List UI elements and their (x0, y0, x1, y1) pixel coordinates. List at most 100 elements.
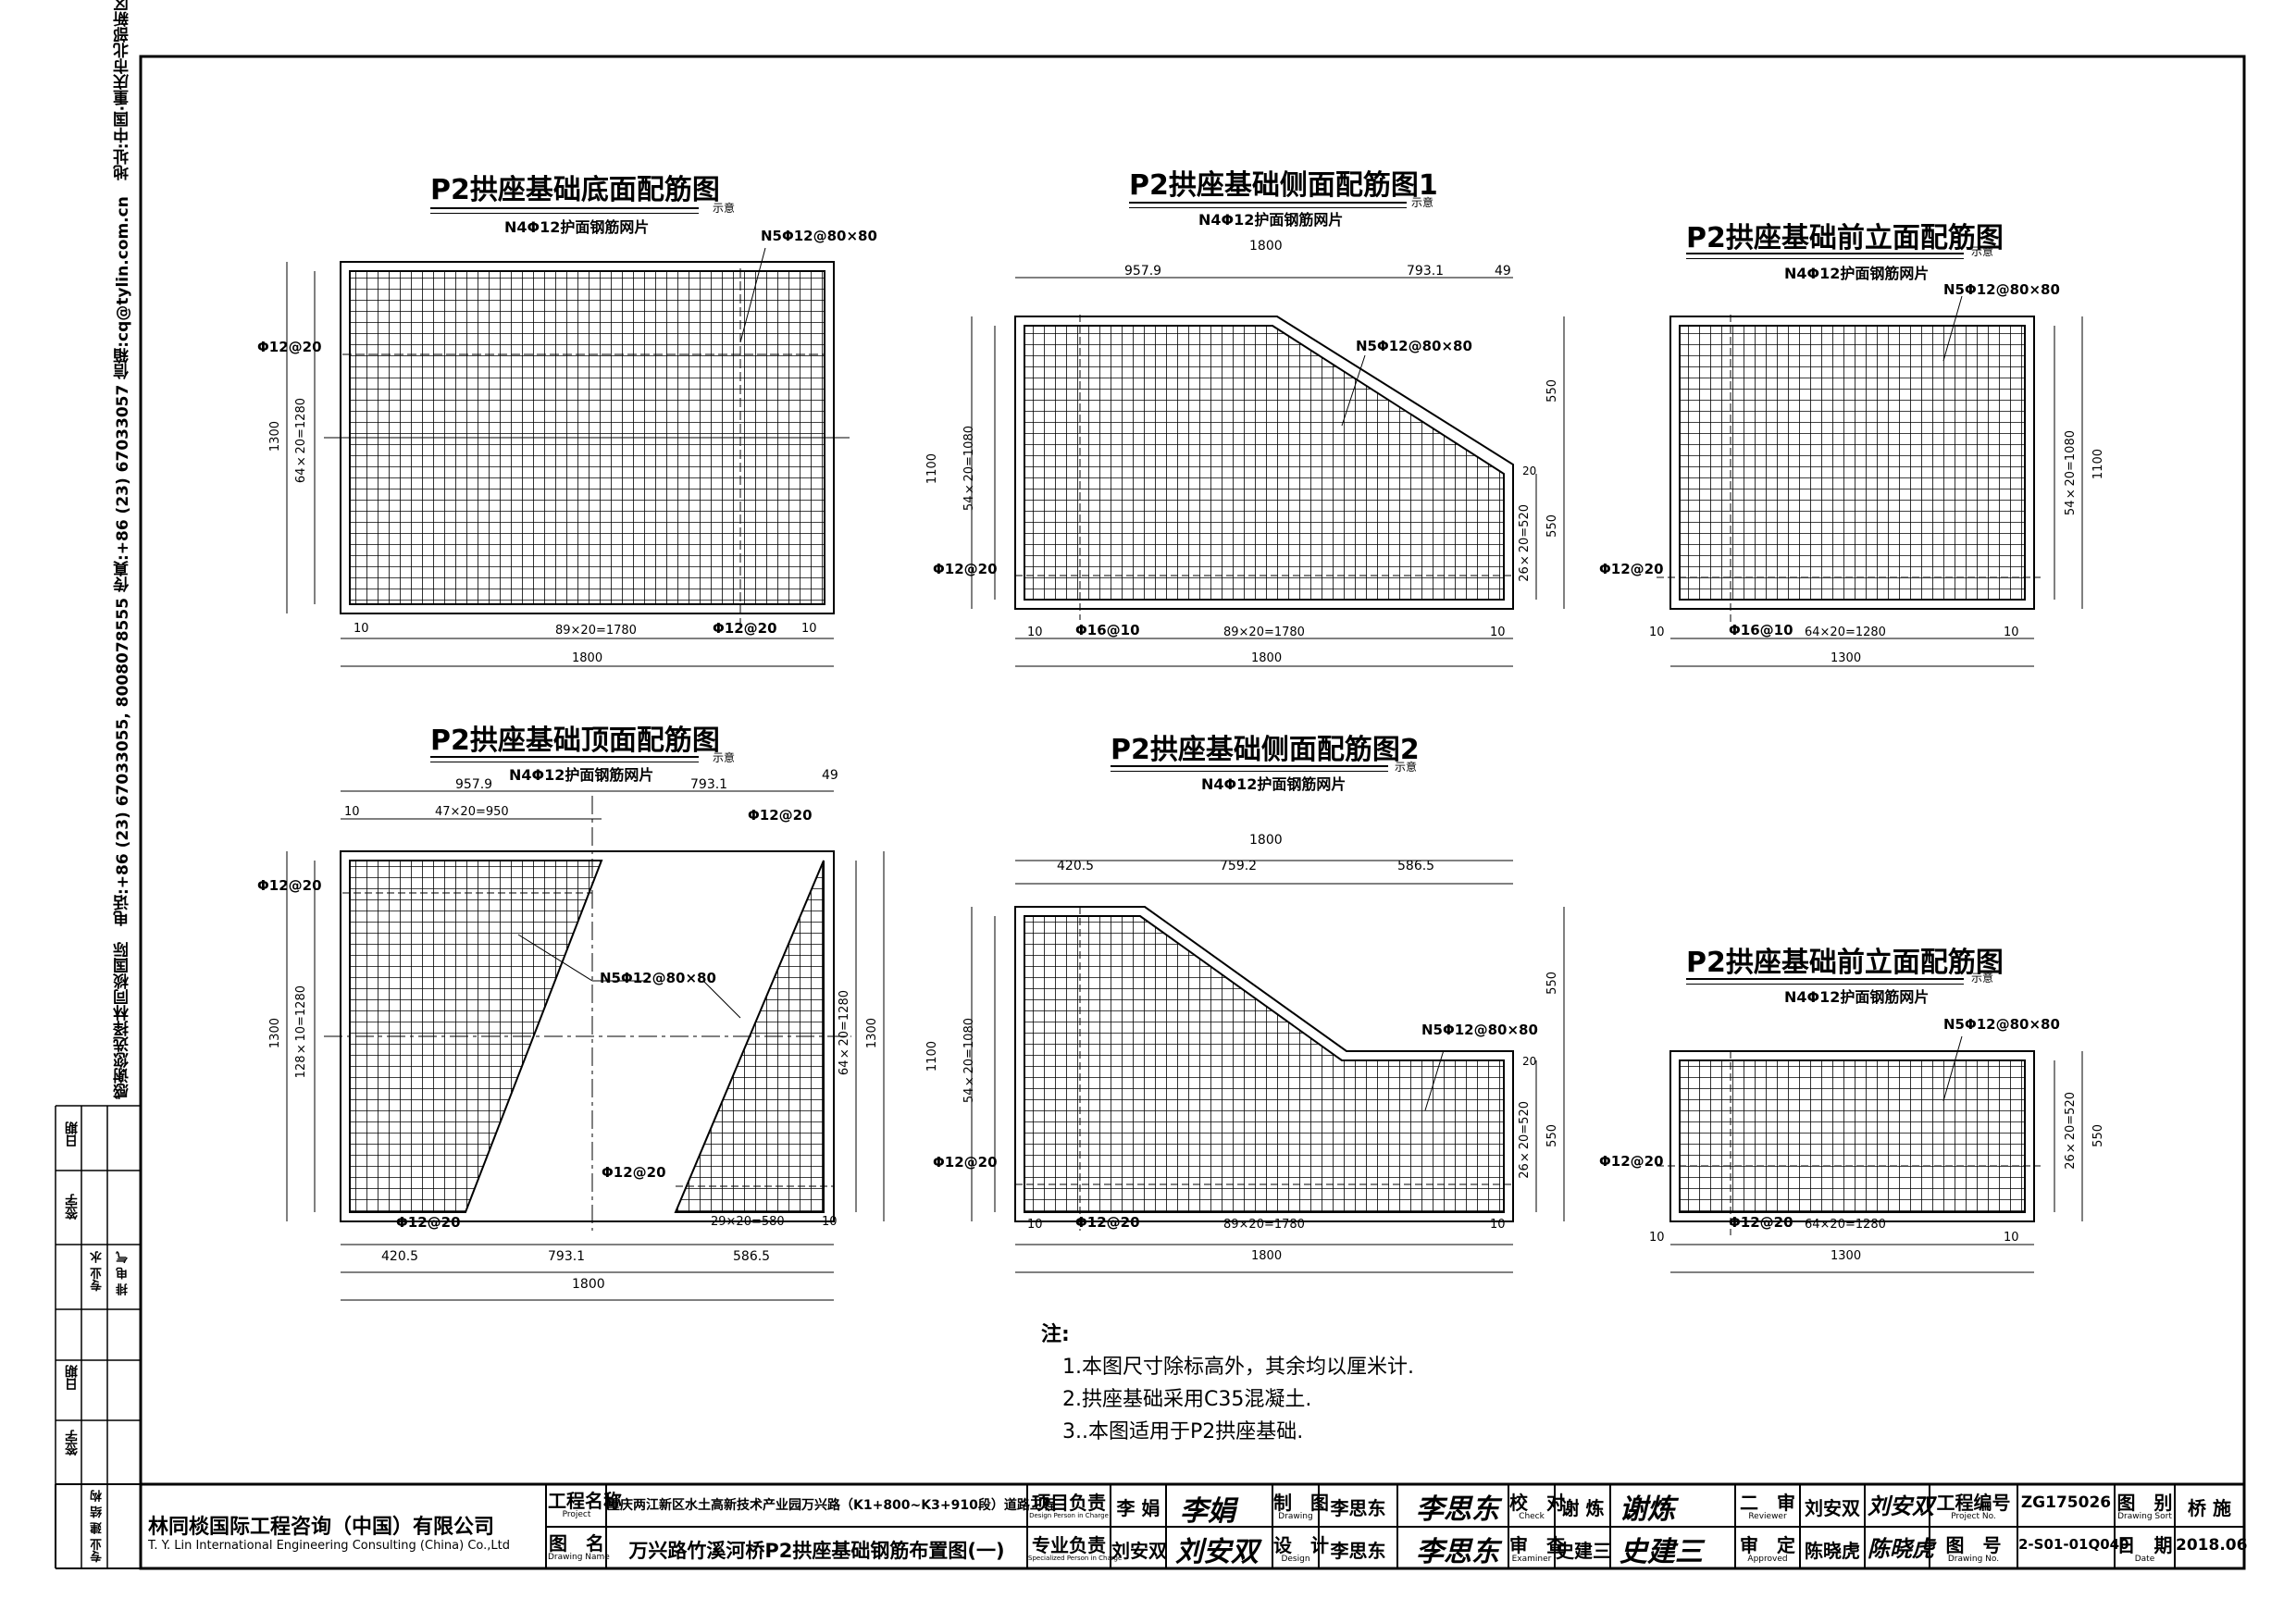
front2-title: P2拱座基础前立面配筋图 (1686, 947, 2004, 979)
top-bar-a: Φ12@20 (748, 807, 813, 824)
bottom-grid-x: 89×20=1780 (555, 624, 637, 638)
projno-label: 工程编号 (1936, 1492, 2011, 1514)
drawing-side2 (971, 860, 1565, 1273)
bottom-title: P2拱座基础底面配筋图 (430, 174, 720, 206)
pm-signature: 李娟 (1180, 1495, 1235, 1528)
spec-label: 专业负责 (1032, 1534, 1106, 1556)
bottom-height: 1300 (268, 421, 282, 452)
approve-label: 审 定 (1740, 1534, 1795, 1556)
side2-grid-y: 54×20=1080 (962, 1018, 976, 1104)
side2-height: 1100 (925, 1041, 939, 1072)
bottom-side-bar: Φ12@20 (257, 339, 322, 355)
check-label-en: Check (1519, 1512, 1545, 1521)
front1-grid-x: 64×20=1280 (1805, 626, 1886, 639)
side2-grid-y2: 26×20=520 (1518, 1101, 1532, 1179)
front2-height: 550 (2091, 1124, 2105, 1147)
side2-grid-x: 89×20=1780 (1223, 1218, 1305, 1232)
top-scale-note: 示意 (713, 751, 736, 764)
front2-rebar-label: N5Φ12@80×80 (1943, 1016, 2060, 1033)
front1-height: 1100 (2091, 449, 2105, 480)
pm-label: 项目负责 (1032, 1492, 1106, 1514)
side1-seg2: 793.1 (1407, 264, 1445, 279)
front2-edge-left: 10 (1649, 1231, 1665, 1245)
side1-grid-x: 89×20=1780 (1223, 626, 1305, 639)
front1-edge-right: 10 (2004, 626, 2019, 639)
side1-bottom-bar: Φ16@10 (1075, 622, 1140, 638)
drawno-label: 图 号 (1945, 1534, 2002, 1556)
strip-date-2: 日期 (65, 1365, 80, 1391)
strip-sign-2: 签字 (65, 1430, 80, 1456)
front1-side-bar: Φ12@20 (1599, 561, 1664, 577)
drawing-front1 (1657, 295, 2083, 667)
side1-grid-y2: 26×20=520 (1518, 504, 1532, 582)
front1-bottom-bar: Φ16@10 (1729, 622, 1793, 638)
top-bar-b: Φ12@20 (257, 877, 322, 894)
spec-name: 刘安双 (1111, 1540, 1167, 1562)
strip-discipline-1: 专业 水 (91, 1251, 105, 1292)
bottom-edge-left: 10 (354, 622, 369, 636)
side2-bottom-total: 1800 (1251, 1249, 1283, 1263)
drawing-top (286, 790, 885, 1301)
spec-label-en: Specialized Person in Charge (1028, 1555, 1123, 1562)
side2-upper: 550 (1545, 972, 1559, 995)
draw-signature: 李思东 (1416, 1493, 1499, 1526)
design-name: 李思东 (1330, 1540, 1386, 1562)
side2-edge-left: 10 (1027, 1218, 1043, 1232)
front1-subtitle: N4Φ12护面钢筋网片 (1784, 265, 1930, 282)
top-seg1: 957.9 (455, 777, 493, 792)
approve-name: 陈晓虎 (1805, 1540, 1860, 1562)
bottom-subtitle: N4Φ12护面钢筋网片 (504, 218, 650, 236)
top-edge-right: 10 (822, 1215, 838, 1229)
date-label: 日 期 (2116, 1534, 2173, 1556)
front1-grid-y: 54×20=1080 (2064, 430, 2078, 516)
front2-subtitle: N4Φ12护面钢筋网片 (1784, 988, 1930, 1006)
side2-side-bar: Φ12@20 (933, 1154, 998, 1171)
front2-side-bar: Φ12@20 (1599, 1153, 1664, 1170)
top-grid-y2: 64×20=1280 (838, 990, 851, 1076)
check-name: 谢 炼 (1560, 1497, 1605, 1519)
project-name: 重庆两江新区水土高新技术产业园万兴路（K1+800~K3+910段）道路工程 (607, 1498, 1056, 1513)
design-label-en: Design (1281, 1555, 1310, 1564)
front2-edge-right: 10 (2004, 1231, 2019, 1245)
top-grid-top: 47×20=950 (435, 805, 509, 819)
front1-title: P2拱座基础前立面配筋图 (1686, 222, 2004, 254)
note-1: 1.本图尺寸除标高外，其余均以厘米计. (1062, 1356, 1414, 1379)
top-bar-c: Φ12@20 (602, 1164, 666, 1181)
side2-seg1: 420.5 (1057, 859, 1095, 873)
exam-name: 史建三 (1556, 1540, 1611, 1562)
approve-label-en: Approved (1747, 1555, 1788, 1564)
top-grid-y: 128×10=1280 (294, 985, 308, 1079)
side2-edge-right: 10 (1490, 1218, 1506, 1232)
draw-label-en: Drawing (1278, 1512, 1313, 1521)
project-label-en: Project (562, 1510, 591, 1519)
side1-total: 1800 (1249, 239, 1283, 254)
pm-label-en: Design Person in Charge (1029, 1512, 1109, 1519)
company-name-cn: 林同棪国际工程咨询（中国）有限公司 (148, 1516, 495, 1539)
check-label: 校 对 (1509, 1492, 1565, 1514)
side1-subtitle: N4Φ12护面钢筋网片 (1198, 211, 1344, 229)
side2-lower: 550 (1545, 1124, 1559, 1147)
company-name-en: T. Y. Lin International Engineering Cons… (148, 1539, 510, 1553)
projno: ZG175026 (2020, 1493, 2112, 1512)
side1-seg3: 49 (1495, 264, 1511, 279)
drawno-label-en: Drawing No. (1947, 1555, 2000, 1564)
side2-title: P2拱座基础侧面配筋图2 (1111, 734, 1420, 766)
side1-rebar-label: N5Φ12@80×80 (1356, 338, 1472, 354)
title-block-grid (139, 1482, 2246, 1570)
side1-height: 1100 (925, 453, 939, 485)
side1-title: P2拱座基础侧面配筋图1 (1129, 169, 1438, 202)
sort-label: 图 别 (2116, 1492, 2173, 1514)
company-contact-strip: 感谢您选择林同棪国际 电话:+86 (23) 67033055, 8008078… (114, 0, 132, 1099)
side2-seg3: 586.5 (1397, 859, 1435, 873)
top-b1: 420.5 (381, 1249, 419, 1264)
draw-label: 制 图 (1273, 1492, 1329, 1514)
front1-rebar-label: N5Φ12@80×80 (1943, 281, 2060, 298)
rev2-name: 刘安双 (1805, 1497, 1860, 1519)
bottom-rebar-label: N5Φ12@80×80 (761, 228, 877, 244)
side1-side-bar: Φ12@20 (933, 561, 998, 577)
front1-edge-left: 10 (1649, 626, 1665, 639)
bottom-scale-note: 示意 (713, 202, 736, 215)
top-seg2: 793.1 (690, 777, 728, 792)
front2-scale-note: 示意 (1971, 972, 1994, 985)
side1-bottom-total: 1800 (1251, 651, 1283, 665)
